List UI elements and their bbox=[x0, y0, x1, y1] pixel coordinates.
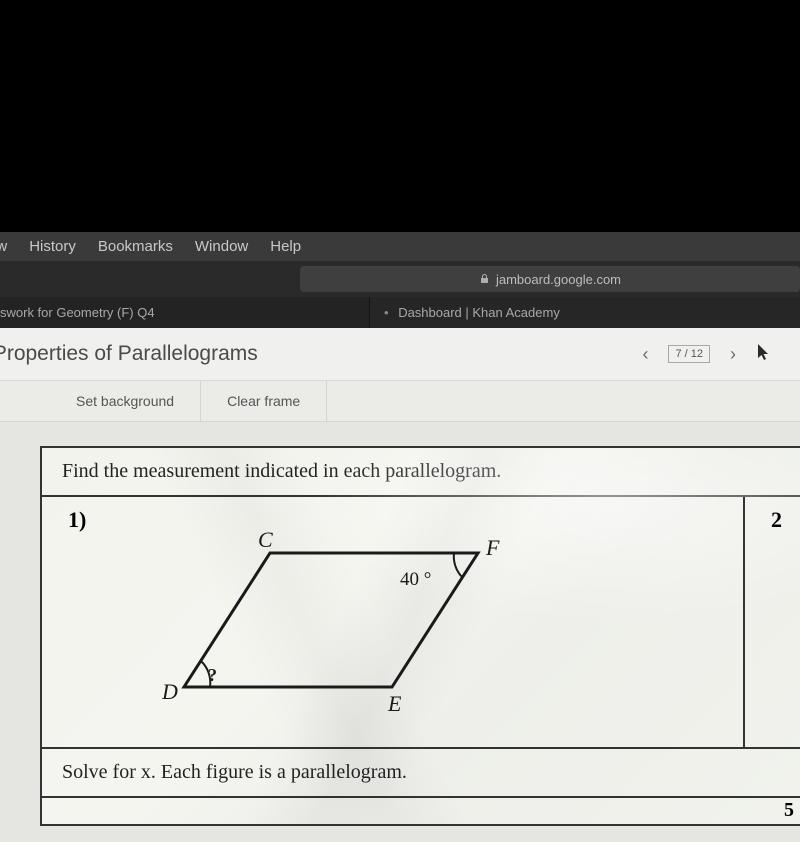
jamboard-canvas[interactable]: Find the measurement indicated in each p… bbox=[0, 422, 800, 842]
question-2-partial-cell: 2 bbox=[745, 497, 800, 747]
toolbar-spacer bbox=[0, 381, 50, 421]
browser-tabs: swork for Geometry (F) Q4 • Dashboard | … bbox=[0, 297, 800, 328]
svg-text:40 °: 40 ° bbox=[400, 569, 431, 590]
tab-label: Dashboard | Khan Academy bbox=[398, 305, 560, 320]
question-1-cell: 1) C F D E 40 ° ? bbox=[42, 497, 745, 747]
svg-text:C: C bbox=[258, 527, 273, 552]
photo-black-region bbox=[0, 0, 800, 232]
svg-text:D: D bbox=[162, 679, 178, 704]
tab-indicator-dot: • bbox=[384, 305, 389, 320]
menu-item-help[interactable]: Help bbox=[270, 238, 301, 255]
question-row: 1) C F D E 40 ° ? bbox=[42, 497, 800, 747]
jamboard-toolbar: Set background Clear frame bbox=[0, 381, 800, 422]
set-background-button[interactable]: Set background bbox=[50, 381, 201, 421]
tab-geometry[interactable]: swork for Geometry (F) Q4 bbox=[0, 297, 370, 328]
cursor-icon bbox=[756, 343, 772, 366]
menu-item-history[interactable]: History bbox=[29, 238, 76, 255]
prev-frame-button[interactable]: ‹ bbox=[642, 344, 648, 365]
parallelogram-figure: C F D E 40 ° ? bbox=[162, 527, 542, 732]
browser-address-bar: jamboard.google.com bbox=[0, 261, 800, 297]
svg-text:F: F bbox=[485, 535, 500, 560]
tab-khan[interactable]: • Dashboard | Khan Academy bbox=[370, 297, 800, 328]
partial-number-bottom: 5 bbox=[784, 799, 794, 822]
next-frame-button[interactable]: › bbox=[730, 344, 736, 365]
instruction-text-2: Solve for x. Each figure is a parallelog… bbox=[42, 747, 800, 798]
menu-item-window[interactable]: Window bbox=[195, 238, 248, 255]
clear-frame-button[interactable]: Clear frame bbox=[201, 381, 327, 421]
menu-item-bookmarks[interactable]: Bookmarks bbox=[98, 238, 173, 255]
question-number-2-partial: 2 bbox=[771, 507, 782, 533]
address-field[interactable]: jamboard.google.com bbox=[300, 266, 800, 292]
svg-text:E: E bbox=[387, 691, 402, 716]
frame-navigation: ‹ 7 / 12 › bbox=[642, 343, 772, 366]
document-title: - Properties of Parallelograms bbox=[0, 342, 258, 366]
frame-counter[interactable]: 7 / 12 bbox=[668, 345, 710, 363]
svg-text:?: ? bbox=[208, 665, 217, 685]
instruction-text-1: Find the measurement indicated in each p… bbox=[42, 448, 800, 497]
address-url: jamboard.google.com bbox=[496, 272, 621, 287]
tab-label: swork for Geometry (F) Q4 bbox=[0, 305, 155, 320]
menu-item-view[interactable]: ew bbox=[0, 238, 7, 255]
lock-icon bbox=[479, 272, 490, 287]
worksheet-paper: Find the measurement indicated in each p… bbox=[40, 446, 800, 826]
jamboard-header: - Properties of Parallelograms ‹ 7 / 12 … bbox=[0, 328, 800, 381]
system-menubar: ew History Bookmarks Window Help bbox=[0, 232, 800, 261]
